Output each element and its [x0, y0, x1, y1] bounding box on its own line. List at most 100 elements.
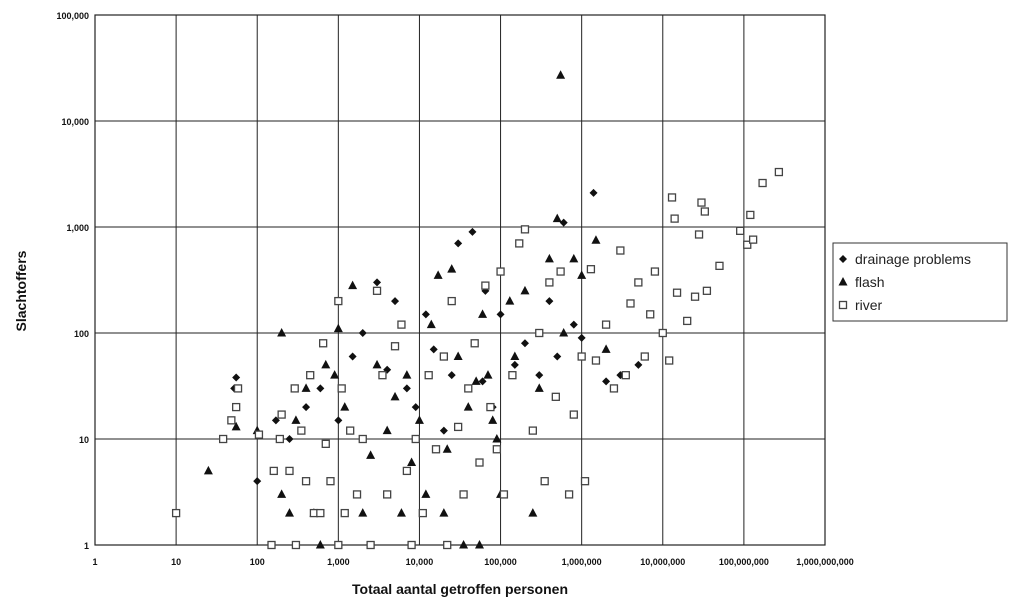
river-point: [171, 508, 181, 518]
river-point: [319, 339, 328, 348]
flash-point: [556, 70, 566, 79]
river-point: [337, 384, 346, 393]
drainage-point: [496, 310, 505, 319]
drainage-point: [253, 477, 262, 486]
drainage-point: [468, 227, 477, 236]
river-point: [390, 342, 400, 351]
river-point: [640, 352, 649, 361]
river-point: [316, 508, 325, 518]
river-point: [275, 434, 284, 444]
flash-point: [601, 344, 611, 353]
x-tick-label: 10,000,000: [640, 557, 685, 567]
river-point: [431, 445, 441, 454]
river-point: [601, 320, 611, 329]
drainage-point: [478, 377, 487, 386]
y-tick-label: 100: [74, 329, 89, 339]
drainage-point: [334, 416, 343, 425]
flash-point: [492, 434, 502, 443]
flash-point: [471, 376, 481, 385]
river-point: [556, 267, 565, 276]
river-point: [646, 310, 655, 319]
river-point: [372, 286, 382, 295]
river-point: [346, 426, 355, 435]
x-tick-label: 10,000: [406, 557, 434, 567]
river-point: [626, 299, 635, 308]
drainage-point: [302, 403, 311, 412]
river-point: [378, 371, 387, 380]
river-point: [301, 477, 311, 486]
flash-point: [291, 415, 301, 424]
river-point: [340, 508, 349, 518]
flash-point: [559, 328, 569, 337]
y-tick-label: 10: [79, 435, 89, 445]
river-point: [672, 288, 682, 297]
drainage-point: [559, 218, 568, 227]
river-point: [499, 490, 509, 499]
y-tick-label: 10,000: [61, 117, 89, 127]
river-point: [358, 434, 367, 444]
river-point: [443, 540, 452, 550]
gridlines: [94, 14, 826, 546]
river-point: [492, 445, 501, 454]
flash-point: [390, 391, 400, 401]
river-point: [291, 540, 301, 550]
drainage-point: [602, 377, 611, 386]
river-point: [758, 178, 767, 188]
flash-point: [569, 253, 579, 263]
flash-point: [277, 328, 287, 337]
flash-point: [330, 370, 340, 379]
legend: drainage problems flash river: [832, 242, 1008, 322]
legend-label: river: [855, 297, 883, 313]
drainage-point: [535, 371, 544, 380]
river-point: [277, 410, 286, 419]
river-point: [683, 316, 692, 326]
flash-point: [510, 351, 520, 361]
river-point: [545, 278, 554, 287]
flash-point: [426, 319, 436, 329]
river-point: [609, 384, 619, 393]
river-point: [285, 466, 294, 476]
y-axis-title: Slachtoffers: [13, 250, 29, 331]
river-point: [496, 267, 505, 276]
river-point: [650, 267, 660, 276]
river-point: [418, 508, 427, 518]
series-2: [171, 167, 784, 550]
river-point: [397, 320, 406, 329]
river-point: [383, 490, 392, 499]
drainage-point: [411, 403, 420, 412]
river-point: [407, 540, 416, 550]
river-point: [227, 416, 236, 425]
legend-label: drainage problems: [855, 251, 971, 267]
river-point: [665, 356, 674, 365]
river-point: [736, 226, 745, 235]
drainage-point: [348, 352, 357, 361]
y-tick-label: 1: [84, 541, 89, 551]
x-tick-label: 1,000,000: [562, 557, 602, 567]
x-axis-title: Totaal aantal getroffen personen: [352, 581, 568, 597]
river-point: [459, 490, 468, 499]
data-points: [171, 70, 784, 550]
drainage-point: [545, 297, 554, 306]
flash-point: [315, 540, 325, 549]
flash-point: [382, 425, 392, 435]
y-tick-label: 100,000: [56, 11, 89, 21]
drainage-point: [316, 384, 325, 393]
flash-point: [591, 235, 601, 244]
river-point: [528, 426, 537, 435]
river-point: [352, 490, 362, 499]
flash-point: [340, 402, 350, 411]
flash-point: [447, 264, 457, 273]
river-point: [746, 210, 755, 220]
river-point: [535, 328, 544, 338]
x-tick-label: 100,000: [484, 557, 517, 567]
river-point: [267, 540, 276, 550]
river-point: [702, 286, 712, 295]
x-tick-label: 1,000: [327, 557, 350, 567]
river-point: [290, 384, 299, 393]
series-0: [230, 188, 643, 486]
legend-marker-2: [838, 300, 848, 310]
river-point: [591, 356, 601, 365]
river-point: [515, 239, 524, 248]
river-point: [616, 246, 625, 255]
river-point: [326, 477, 335, 486]
